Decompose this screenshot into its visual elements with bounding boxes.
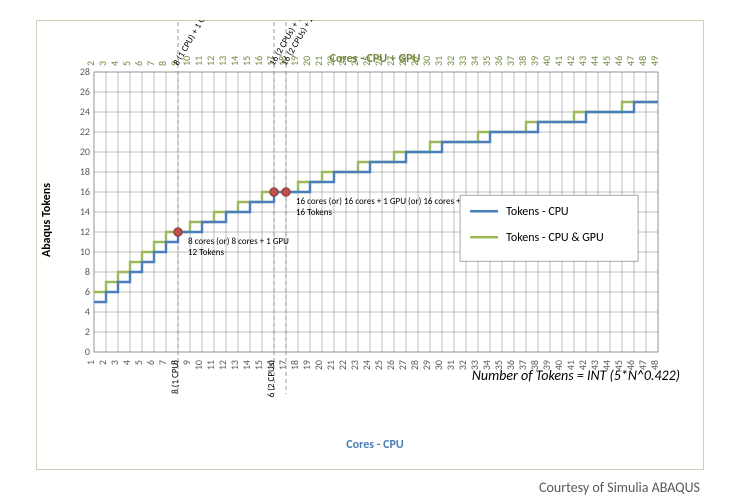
svg-text:24: 24 (80, 105, 90, 118)
plot-area: 0246810121416182022242628123456789101112… (70, 20, 666, 398)
svg-text:Tokens - CPU & GPU: Tokens - CPU & GPU (506, 231, 604, 245)
svg-text:12 Tokens: 12 Tokens (188, 247, 224, 258)
svg-text:12: 12 (80, 225, 90, 238)
svg-text:18: 18 (80, 165, 90, 178)
svg-text:2: 2 (85, 325, 90, 338)
credit-text: Courtesy of Simulia ABAQUS (539, 479, 700, 496)
svg-text:22: 22 (80, 125, 90, 138)
svg-text:10: 10 (80, 245, 90, 258)
svg-text:4: 4 (85, 305, 90, 318)
svg-text:14: 14 (80, 205, 90, 218)
svg-text:48: 48 (648, 360, 661, 370)
svg-text:8 (1 CPU): 8 (1 CPU) (170, 360, 181, 394)
svg-text:49: 49 (648, 56, 661, 66)
svg-text:0: 0 (85, 345, 90, 358)
svg-text:6: 6 (85, 285, 90, 298)
svg-text:8 cores (or) 8 cores + 1 GPU: 8 cores (or) 8 cores + 1 GPU (188, 236, 289, 247)
svg-text:16 (2 CPUs): 16 (2 CPUs) (266, 360, 277, 398)
svg-text:16: 16 (80, 185, 90, 198)
svg-text:16 Tokens: 16 Tokens (296, 207, 332, 218)
svg-text:20: 20 (80, 145, 90, 158)
svg-text:26: 26 (80, 85, 90, 98)
chart-container: { "chart": { "type": "line-step", "backg… (0, 0, 734, 502)
svg-text:Tokens - CPU: Tokens - CPU (506, 205, 569, 219)
svg-text:8: 8 (85, 265, 90, 278)
